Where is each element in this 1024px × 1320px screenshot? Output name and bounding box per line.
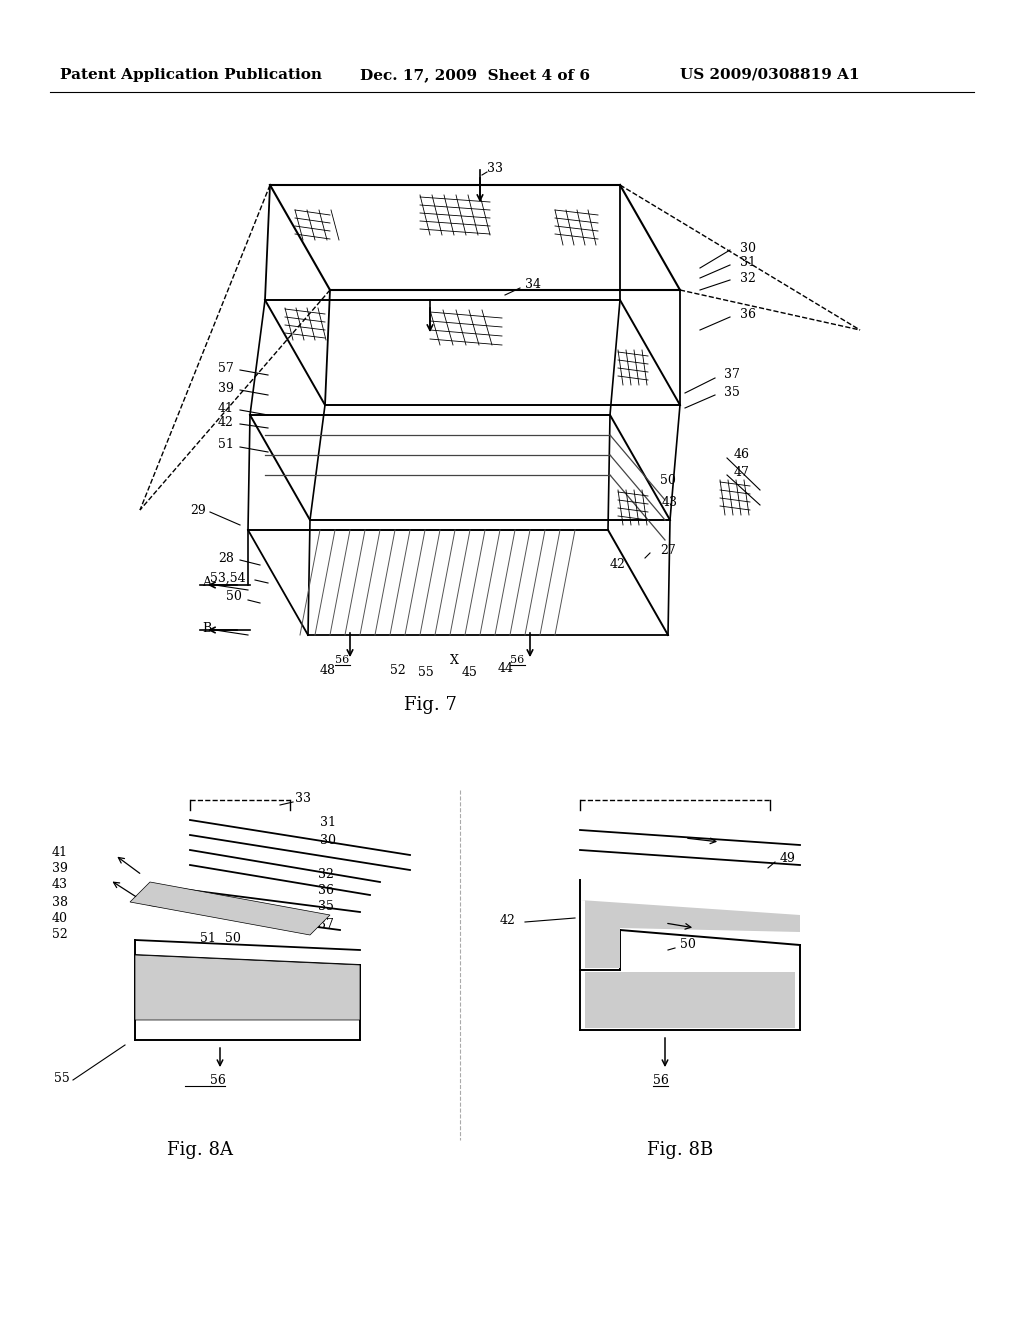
- Text: 49: 49: [780, 851, 796, 865]
- Text: 42: 42: [500, 913, 516, 927]
- Polygon shape: [135, 954, 360, 1020]
- Text: 46: 46: [734, 449, 750, 462]
- Text: 50: 50: [680, 939, 696, 952]
- Text: 29: 29: [190, 503, 206, 516]
- Polygon shape: [580, 900, 800, 968]
- Text: 56: 56: [210, 1073, 226, 1086]
- Text: Fig. 8A: Fig. 8A: [167, 1140, 233, 1159]
- Text: 55: 55: [418, 665, 434, 678]
- Text: X: X: [450, 653, 459, 667]
- Text: 45: 45: [462, 665, 478, 678]
- Text: 41: 41: [52, 846, 68, 858]
- Text: Patent Application Publication: Patent Application Publication: [60, 69, 322, 82]
- Text: 51: 51: [200, 932, 216, 945]
- Text: 37: 37: [318, 917, 334, 931]
- Text: 36: 36: [318, 883, 334, 896]
- Text: 50: 50: [660, 474, 676, 487]
- Text: 43: 43: [52, 879, 68, 891]
- Text: US 2009/0308819 A1: US 2009/0308819 A1: [680, 69, 859, 82]
- Text: 52: 52: [52, 928, 68, 941]
- Text: 36: 36: [740, 309, 756, 322]
- Text: 40: 40: [52, 912, 68, 924]
- Text: 44: 44: [498, 661, 514, 675]
- Polygon shape: [130, 882, 330, 935]
- Text: 32: 32: [318, 867, 334, 880]
- Text: 57: 57: [218, 362, 233, 375]
- Text: 32: 32: [740, 272, 756, 285]
- Text: 38: 38: [52, 895, 68, 908]
- Text: 31: 31: [740, 256, 756, 269]
- Text: 48: 48: [319, 664, 336, 676]
- Text: 53,54: 53,54: [210, 572, 246, 585]
- Text: 27: 27: [660, 544, 676, 557]
- Text: 42: 42: [610, 558, 626, 572]
- Text: Fig. 7: Fig. 7: [403, 696, 457, 714]
- Text: 39: 39: [218, 381, 233, 395]
- Text: 51: 51: [218, 438, 233, 451]
- Polygon shape: [585, 972, 795, 1028]
- Text: Fig. 8B: Fig. 8B: [647, 1140, 713, 1159]
- Text: 37: 37: [724, 368, 740, 381]
- Text: 56: 56: [335, 655, 349, 665]
- Text: B: B: [202, 622, 211, 635]
- Text: Dec. 17, 2009  Sheet 4 of 6: Dec. 17, 2009 Sheet 4 of 6: [360, 69, 590, 82]
- Text: 39: 39: [52, 862, 68, 874]
- Text: 35: 35: [724, 385, 740, 399]
- Text: 50: 50: [226, 590, 242, 603]
- Text: 34: 34: [525, 279, 541, 292]
- Text: A: A: [202, 577, 211, 590]
- Text: 56: 56: [653, 1073, 669, 1086]
- Text: 41: 41: [218, 401, 234, 414]
- Text: 52: 52: [390, 664, 406, 676]
- Text: 31: 31: [319, 816, 336, 829]
- Text: 47: 47: [734, 466, 750, 479]
- Text: 50: 50: [225, 932, 241, 945]
- Text: 28: 28: [218, 552, 233, 565]
- Text: 55: 55: [54, 1072, 70, 1085]
- Text: 33: 33: [487, 161, 503, 174]
- Text: 30: 30: [319, 833, 336, 846]
- Text: 30: 30: [740, 242, 756, 255]
- Text: 43: 43: [662, 495, 678, 508]
- Text: 33: 33: [295, 792, 311, 804]
- Text: 35: 35: [318, 900, 334, 913]
- Text: 56: 56: [510, 655, 524, 665]
- Text: 42: 42: [218, 416, 233, 429]
